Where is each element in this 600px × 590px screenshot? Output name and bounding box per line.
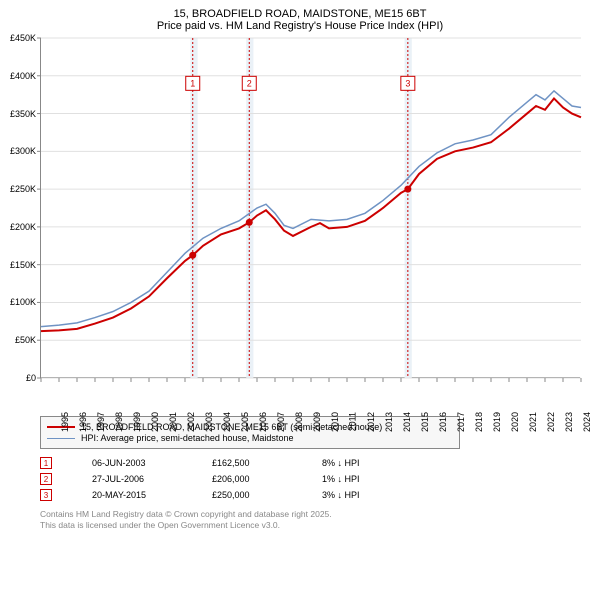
marker-price: £206,000 xyxy=(212,474,282,484)
x-tick-label: 1996 xyxy=(78,412,88,432)
x-tick-label: 2013 xyxy=(384,412,394,432)
title-block: 15, BROADFIELD ROAD, MAIDSTONE, ME15 6BT… xyxy=(0,8,600,32)
x-tick-label: 2010 xyxy=(330,412,340,432)
plot-area: 1 2 3 xyxy=(40,38,580,378)
x-tick-label: 2003 xyxy=(204,412,214,432)
y-tick-label: £200K xyxy=(10,222,36,232)
svg-text:2: 2 xyxy=(247,78,252,88)
marker-delta: 3% ↓ HPI xyxy=(322,490,360,500)
marker-number-box: 2 xyxy=(40,473,52,485)
x-axis: 1995 1996 1997 1998 1999 2000 2001 2002 2003 2004… xyxy=(40,410,580,438)
footer-line2: This data is licensed under the Open Gov… xyxy=(40,520,600,531)
footer-note: Contains HM Land Registry data © Crown c… xyxy=(40,509,600,531)
marker-table-row: 3 20-MAY-2015 £250,000 3% ↓ HPI xyxy=(40,489,600,501)
x-tick-label: 1997 xyxy=(96,412,106,432)
y-axis: £0 £50K £100K £150K £200K £250K £300K £350K £400… xyxy=(0,38,38,408)
marker-delta: 8% ↓ HPI xyxy=(322,458,360,468)
marker-table-row: 1 06-JUN-2003 £162,500 8% ↓ HPI xyxy=(40,457,600,469)
x-tick-label: 1999 xyxy=(132,412,142,432)
y-tick-label: £50K xyxy=(15,335,36,345)
x-tick-label: 2014 xyxy=(402,412,412,432)
x-tick-label: 2022 xyxy=(546,412,556,432)
x-tick-label: 2001 xyxy=(168,412,178,432)
x-tick-label: 2011 xyxy=(347,412,357,431)
marker-price: £250,000 xyxy=(212,490,282,500)
plot-svg: 1 2 3 xyxy=(41,38,581,378)
chart-area: £0£50K£100K£150K£200K£250K£300K£350K£400… xyxy=(40,38,600,408)
x-tick-label: 1998 xyxy=(114,412,124,432)
x-tick-label: 2018 xyxy=(474,412,484,432)
x-tick-label: 2000 xyxy=(150,412,160,432)
x-tick-label: 2006 xyxy=(258,412,268,432)
x-tick-label: 2015 xyxy=(420,412,430,432)
y-tick-label: £450K xyxy=(10,33,36,43)
svg-text:3: 3 xyxy=(405,78,410,88)
x-tick-label: 2008 xyxy=(294,412,304,432)
marker-delta: 1% ↓ HPI xyxy=(322,474,360,484)
footer-line1: Contains HM Land Registry data © Crown c… xyxy=(40,509,600,520)
markers-table: 1 06-JUN-2003 £162,500 8% ↓ HPI 2 27-JUL-2006… xyxy=(40,457,600,501)
x-tick-label: 2007 xyxy=(276,412,286,432)
y-tick-label: £0 xyxy=(26,373,36,383)
y-tick-label: £100K xyxy=(10,297,36,307)
x-tick-label: 2020 xyxy=(510,412,520,432)
x-tick-label: 1995 xyxy=(60,412,70,432)
title-line2: Price paid vs. HM Land Registry's House … xyxy=(0,20,600,32)
y-tick-label: £250K xyxy=(10,184,36,194)
y-tick-label: £350K xyxy=(10,109,36,119)
y-tick-label: £150K xyxy=(10,260,36,270)
x-tick-label: 2023 xyxy=(564,412,574,432)
marker-date: 27-JUL-2006 xyxy=(92,474,172,484)
marker-price: £162,500 xyxy=(212,458,282,468)
marker-date: 06-JUN-2003 xyxy=(92,458,172,468)
x-tick-label: 2017 xyxy=(456,412,466,432)
x-tick-label: 2004 xyxy=(222,412,232,432)
x-tick-label: 2005 xyxy=(240,412,250,432)
marker-number-box: 3 xyxy=(40,489,52,501)
marker-table-row: 2 27-JUL-2006 £206,000 1% ↓ HPI xyxy=(40,473,600,485)
x-tick-label: 2009 xyxy=(312,412,322,432)
chart-container: 15, BROADFIELD ROAD, MAIDSTONE, ME15 6BT… xyxy=(0,0,600,531)
y-tick-label: £400K xyxy=(10,71,36,81)
x-tick-label: 2024 xyxy=(582,412,592,432)
x-tick-label: 2021 xyxy=(528,412,538,432)
title-line1: 15, BROADFIELD ROAD, MAIDSTONE, ME15 6BT xyxy=(0,8,600,20)
x-tick-label: 2019 xyxy=(492,412,502,432)
x-tick-label: 2016 xyxy=(438,412,448,432)
marker-date: 20-MAY-2015 xyxy=(92,490,172,500)
x-tick-label: 2012 xyxy=(366,412,376,432)
svg-text:1: 1 xyxy=(190,78,195,88)
x-tick-label: 2002 xyxy=(186,412,196,432)
y-tick-label: £300K xyxy=(10,146,36,156)
marker-number-box: 1 xyxy=(40,457,52,469)
